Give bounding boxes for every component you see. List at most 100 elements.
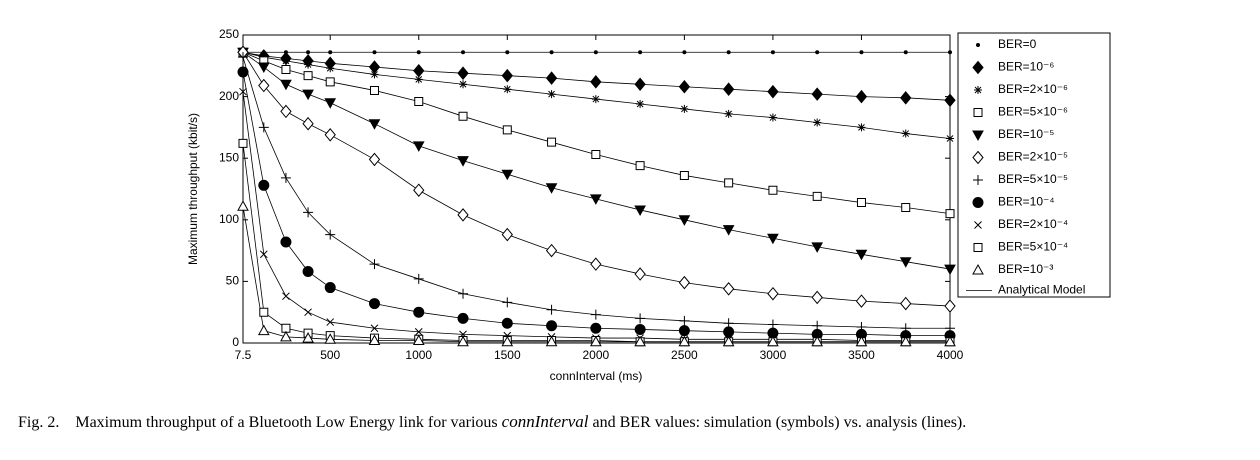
marker <box>324 282 336 293</box>
marker <box>545 243 558 258</box>
marker <box>549 50 554 55</box>
marker <box>281 56 290 65</box>
marker <box>855 249 868 261</box>
legend-label: BER=0 <box>998 37 1037 51</box>
marker <box>457 66 469 80</box>
marker <box>324 98 337 109</box>
marker <box>502 125 512 135</box>
marker <box>501 227 513 242</box>
legend-label: BER=2×10⁻⁶ <box>998 82 1068 96</box>
marker <box>413 273 424 284</box>
marker <box>722 225 735 236</box>
marker <box>678 215 691 226</box>
marker <box>635 313 646 324</box>
marker <box>768 113 777 122</box>
legend-label: BER=2×10⁻⁴ <box>998 217 1068 231</box>
caption: Fig. 2. Maximum throughput of a Bluetoot… <box>18 412 966 432</box>
legend-marker <box>972 130 984 142</box>
legend-label: BER=10⁻⁴ <box>998 195 1055 209</box>
marker <box>459 80 468 89</box>
marker <box>257 62 270 74</box>
marker <box>678 335 691 347</box>
legend-marker <box>972 150 984 165</box>
marker <box>368 152 381 167</box>
caption-italic: connInterval <box>501 412 589 431</box>
marker <box>368 119 381 130</box>
marker <box>811 290 823 305</box>
marker <box>901 202 911 212</box>
marker <box>678 79 691 94</box>
marker <box>634 267 646 281</box>
marker <box>815 50 820 55</box>
marker <box>457 208 469 222</box>
legend-marker <box>972 263 984 275</box>
marker <box>590 257 602 271</box>
legend-label: BER=10⁻³ <box>998 262 1053 276</box>
marker <box>302 116 314 131</box>
marker <box>281 64 291 74</box>
y-tick-label: 100 <box>219 212 239 226</box>
legend-marker <box>974 86 982 94</box>
marker <box>590 75 602 89</box>
y-tick-label: 200 <box>219 89 239 103</box>
marker <box>306 50 311 55</box>
marker <box>545 183 558 194</box>
marker <box>593 50 598 55</box>
y-tick-label: 0 <box>232 335 239 349</box>
marker <box>900 296 912 311</box>
marker <box>414 97 424 107</box>
marker <box>767 327 779 339</box>
legend-label: BER=10⁻⁵ <box>998 127 1054 141</box>
marker <box>636 99 645 108</box>
legend-marker <box>973 108 983 117</box>
marker <box>547 137 557 147</box>
legend-label: Analytical Model <box>998 283 1085 297</box>
marker <box>281 323 291 333</box>
marker <box>412 141 425 152</box>
marker <box>944 299 956 313</box>
marker <box>302 266 314 277</box>
x-tick-label: 1000 <box>405 348 432 362</box>
marker <box>258 78 270 93</box>
marker <box>258 179 270 191</box>
marker <box>502 297 513 308</box>
y-axis-label: Maximum throughput (kbit/s) <box>186 113 200 265</box>
marker <box>545 71 558 85</box>
marker <box>326 64 335 73</box>
marker <box>328 50 333 55</box>
marker <box>899 335 912 347</box>
marker <box>325 77 335 87</box>
x-axis-label: connInterval (ms) <box>550 369 643 383</box>
marker <box>282 292 290 301</box>
marker <box>946 134 954 143</box>
y-tick-label: 50 <box>226 274 240 288</box>
marker <box>723 326 735 338</box>
marker <box>678 325 690 337</box>
marker <box>770 50 775 55</box>
marker <box>724 178 734 188</box>
marker <box>855 89 868 104</box>
marker <box>634 77 646 92</box>
marker <box>257 324 270 336</box>
marker <box>326 318 335 326</box>
x-tick-label: 2500 <box>671 348 698 362</box>
marker <box>590 309 601 320</box>
marker <box>767 233 779 245</box>
marker <box>591 150 601 160</box>
marker <box>457 335 469 347</box>
x-tick-label: 3000 <box>760 348 787 362</box>
marker <box>414 328 423 336</box>
marker <box>324 128 336 142</box>
marker <box>901 129 910 138</box>
marker <box>811 242 824 253</box>
marker <box>503 85 512 94</box>
y-tick-label: 150 <box>219 150 239 164</box>
marker <box>545 335 558 347</box>
marker <box>767 286 779 301</box>
marker <box>458 288 469 299</box>
marker <box>369 85 379 95</box>
marker <box>903 50 908 55</box>
legend-marker <box>972 197 984 208</box>
marker <box>303 207 314 218</box>
